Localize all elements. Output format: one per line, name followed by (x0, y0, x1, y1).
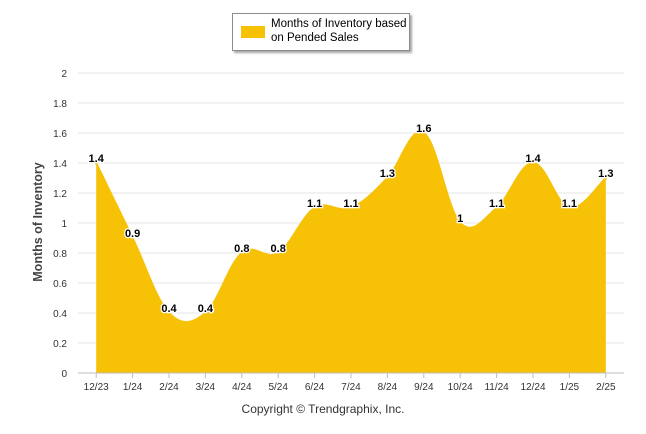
data-label: 1.3 (380, 168, 395, 180)
data-point (531, 161, 535, 165)
x-tick-label: 11/24 (484, 382, 509, 393)
x-tick-label: 3/24 (196, 382, 216, 393)
data-label: 1 (457, 213, 463, 225)
y-tick-label: 1.8 (53, 99, 67, 110)
x-tick-label: 2/25 (596, 382, 616, 393)
data-point (349, 206, 353, 210)
data-label: 1.1 (343, 198, 358, 210)
data-point (495, 206, 499, 210)
y-tick-label: 0.2 (53, 339, 67, 350)
y-tick-label: 1.4 (53, 159, 67, 170)
x-tick-label: 6/24 (305, 382, 325, 393)
data-label: 1.1 (307, 198, 322, 210)
data-label: 1.4 (525, 153, 541, 165)
x-tick-label: 2/24 (159, 382, 179, 393)
data-label: 1.3 (598, 168, 613, 180)
data-label: 0.8 (234, 243, 249, 255)
data-label: 0.4 (198, 303, 214, 315)
data-point (276, 251, 280, 255)
y-tick-label: 1.2 (53, 189, 67, 200)
data-point (94, 161, 98, 165)
series-area (96, 131, 606, 373)
y-tick-label: 0.8 (53, 249, 67, 260)
data-label: 1.1 (489, 198, 504, 210)
data-point (240, 251, 244, 255)
x-tick-label: 9/24 (414, 382, 434, 393)
x-tick-label: 7/24 (341, 382, 361, 393)
copyright-text: Copyright © Trendgraphix, Inc. (241, 402, 405, 416)
x-tick-label: 4/24 (232, 382, 252, 393)
data-label: 0.4 (161, 303, 177, 315)
x-tick-label: 8/24 (378, 382, 398, 393)
data-point (567, 206, 571, 210)
x-tick-label: 5/24 (268, 382, 288, 393)
data-point (203, 311, 207, 315)
legend-label: Months of Inventory based on Pended Sale… (271, 18, 407, 44)
y-tick-label: 1.6 (53, 129, 67, 140)
data-label: 1.6 (416, 123, 431, 135)
x-tick-label: 12/23 (84, 382, 109, 393)
data-point (313, 206, 317, 210)
data-point (458, 221, 462, 225)
y-tick-label: 2 (61, 69, 67, 80)
data-point (167, 311, 171, 315)
y-tick-label: 0.4 (53, 309, 67, 320)
x-tick-label: 10/24 (448, 382, 473, 393)
data-label: 1.4 (89, 153, 105, 165)
x-tick-label: 1/25 (560, 382, 580, 393)
data-point (131, 236, 135, 240)
x-tick-label: 1/24 (123, 382, 143, 393)
y-tick-label: 0 (61, 369, 67, 380)
legend-swatch (241, 26, 265, 38)
data-label: 1.1 (562, 198, 577, 210)
data-point (422, 131, 426, 135)
y-tick-label: 1 (61, 219, 67, 230)
legend: Months of Inventory based on Pended Sale… (232, 13, 410, 51)
x-tick-label: 12/24 (520, 382, 545, 393)
data-label: 0.9 (125, 228, 140, 240)
data-label: 0.8 (271, 243, 286, 255)
y-tick-label: 0.6 (53, 279, 67, 290)
data-point (385, 176, 389, 180)
data-point (604, 176, 608, 180)
